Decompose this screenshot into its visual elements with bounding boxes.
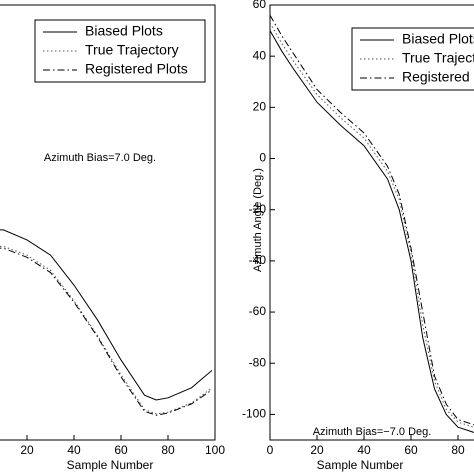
y-tick-label: -40	[249, 253, 267, 267]
legend-label: Registered Plots	[85, 61, 188, 77]
data-line	[0, 229, 212, 401]
y-tick-label: 20	[253, 100, 267, 114]
y-tick-label: -100	[242, 407, 266, 421]
y-axis-label: Azimuth Angle (Deg.)	[252, 168, 264, 272]
y-tick-label: -80	[249, 355, 267, 369]
y-tick-label: -20	[249, 202, 267, 216]
x-tick-label: 100	[205, 443, 225, 457]
x-axis-label: Sample Number	[67, 458, 154, 472]
y-tick-label: 60	[253, 0, 267, 11]
y-tick-label: 40	[253, 48, 267, 62]
annotation: Azimuth Bias=7.0 Deg.	[44, 152, 156, 164]
x-tick-label: 60	[404, 443, 418, 457]
data-line	[270, 14, 474, 426]
x-tick-label: 20	[20, 443, 34, 457]
x-tick-label: 40	[357, 443, 371, 457]
plot-frame	[269, 4, 474, 441]
annotation: Azimuth Bias=−7.0 Deg.	[313, 426, 432, 438]
y-tick-label: 0	[259, 151, 266, 165]
legend-label: True Trajectory	[85, 42, 179, 58]
legend-label: Biased Plots	[85, 23, 163, 39]
legend-label: True Trajectory	[402, 50, 474, 66]
x-tick-label: 80	[451, 443, 465, 457]
data-line	[0, 245, 212, 415]
x-tick-label: 60	[114, 443, 128, 457]
data-line	[0, 247, 212, 416]
data-line	[270, 22, 474, 428]
x-tick-label: 20	[310, 443, 324, 457]
x-axis-label: Sample Number	[317, 458, 404, 472]
plot-area	[270, 14, 474, 433]
y-tick-label: -60	[249, 304, 267, 318]
legend-label: Registered Plots	[402, 69, 474, 85]
plot-frame	[0, 4, 216, 441]
data-line	[270, 30, 474, 433]
x-tick-label: 80	[161, 443, 175, 457]
legend-label: Biased Plots	[402, 31, 474, 47]
x-tick-label: 40	[67, 443, 81, 457]
x-tick-label: 0	[267, 443, 274, 457]
plot-area	[0, 229, 212, 416]
